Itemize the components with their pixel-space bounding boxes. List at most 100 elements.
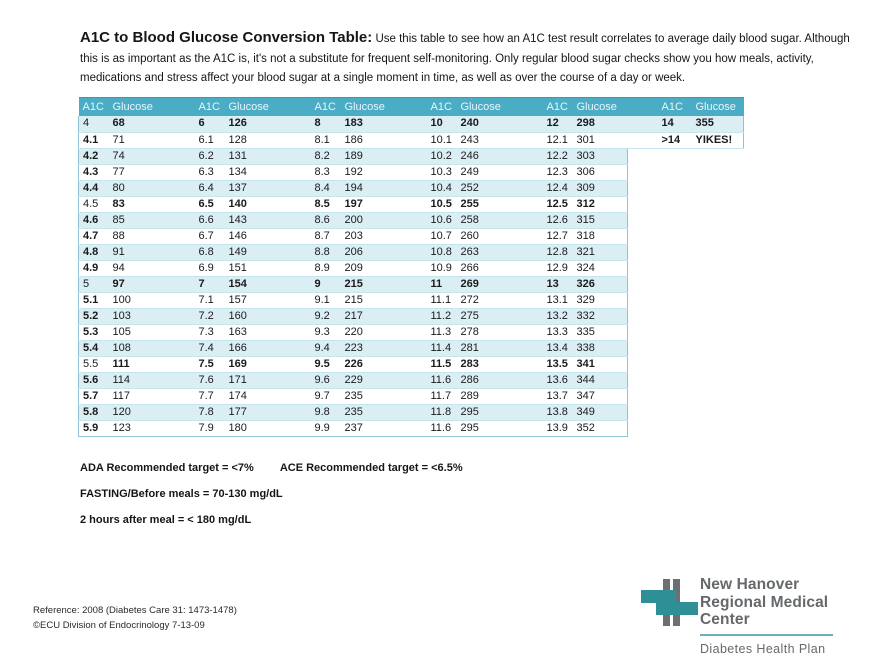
table-cell (692, 404, 744, 420)
table-cell: 80 (108, 180, 195, 197)
table-cell: 7.1 (194, 292, 225, 309)
table-cell: 10.4 (426, 180, 457, 197)
table-cell: 197 (340, 196, 427, 213)
table-cell: 11.1 (426, 292, 457, 309)
table-cell (628, 308, 658, 324)
table-cell: 97 (108, 276, 195, 293)
table-cell (658, 276, 692, 292)
table-cell (628, 292, 658, 308)
table-cell (692, 372, 744, 388)
table-cell: 215 (340, 276, 427, 293)
table-cell: 8.9 (310, 260, 341, 277)
table-cell: 275 (456, 308, 543, 325)
copyright-line: ©ECU Division of Endocrinology 7-13-09 (33, 619, 205, 631)
table-cell: 10 (426, 116, 457, 133)
table-cell: 151 (224, 260, 311, 277)
table-cell: 283 (456, 356, 543, 373)
table-cell: 303 (572, 148, 628, 165)
table-cell: 203 (340, 228, 427, 245)
table-cell: 10.7 (426, 228, 457, 245)
table-cell: 126 (224, 116, 311, 133)
table-cell: 209 (340, 260, 427, 277)
table-cell: 9.5 (310, 356, 341, 373)
table-cell: 266 (456, 260, 543, 277)
table-cell: 174 (224, 388, 311, 405)
table-cell: 12.6 (542, 212, 573, 229)
table-cell: 10.6 (426, 212, 457, 229)
table-cell: 8.2 (310, 148, 341, 165)
table-cell (628, 388, 658, 404)
table-cell: 7.6 (194, 372, 225, 389)
table-cell: 206 (340, 244, 427, 261)
table-cell: 13.8 (542, 404, 573, 421)
table-cell: 108 (108, 340, 195, 357)
table-cell: 6.5 (194, 196, 225, 213)
table-cell: 4.4 (78, 180, 109, 197)
table-cell: 6.2 (194, 148, 225, 165)
table-cell: 347 (572, 388, 628, 405)
table-cell (628, 164, 658, 180)
table-cell (628, 260, 658, 276)
table-header-cell: Glucose (108, 97, 195, 116)
table-cell (627, 132, 658, 149)
table-cell: 83 (108, 196, 195, 213)
table-cell (658, 164, 692, 180)
table-cell: 5.8 (78, 404, 109, 421)
table-cell: 154 (224, 276, 311, 293)
table-cell: 5 (78, 276, 109, 293)
table-head: A1C Glucose A1C Glucose A1C Glucose A1C Glucose… (78, 97, 744, 116)
table-cell: 10.2 (426, 148, 457, 165)
table-cell (628, 196, 658, 212)
table-cell: 7.3 (194, 324, 225, 341)
table-cell: 13.4 (542, 340, 573, 357)
table-cell: 6.7 (194, 228, 225, 245)
table-cell: 223 (340, 340, 427, 357)
table-cell (658, 212, 692, 228)
table-row: 4.6 85 6.6 143 8.6 200 10.6 258 12.6 315 (78, 212, 744, 229)
table-cell: 91 (108, 244, 195, 261)
table-cell: 9.1 (310, 292, 341, 309)
table-cell: 11.6 (426, 420, 457, 437)
table-cell: 85 (108, 212, 195, 229)
targets-line: ADA Recommended target = <7% ACE Recommen… (80, 462, 463, 474)
table-cell (658, 404, 692, 420)
table-cell: 309 (572, 180, 628, 197)
table-cell: 4 (78, 116, 109, 133)
table-row: 4.1 71 6.1 128 8.1 186 10.1 243 12.1 301 >14 YIKES! (78, 132, 744, 149)
table-cell (692, 340, 744, 356)
table-cell: 7.4 (194, 340, 225, 357)
table-row: 5.5 111 7.5 169 9.5 226 11.5 283 13.5 341 (78, 356, 744, 373)
table-cell: 105 (108, 324, 195, 341)
logo-org-line1: New Hanover (700, 576, 800, 593)
table-cell: 4.6 (78, 212, 109, 229)
table-cell: 220 (340, 324, 427, 341)
table-cell (628, 228, 658, 244)
table-row: 4.5 83 6.5 140 8.5 197 10.5 255 12.5 312 (78, 196, 744, 213)
table-cell (692, 324, 744, 340)
table-header-cell: A1C (426, 97, 457, 116)
after-meal-note: 2 hours after meal = < 180 mg/dL (80, 514, 252, 526)
table-cell: 315 (572, 212, 628, 229)
table-row: 4.9 94 6.9 151 8.9 209 10.9 266 12.9 324 (78, 260, 744, 277)
table-cell: 157 (224, 292, 311, 309)
table-cell (692, 276, 744, 292)
table-cell: 312 (572, 196, 628, 213)
table-cell: 13.7 (542, 388, 573, 405)
table-cell: 12.9 (542, 260, 573, 277)
table-cell (658, 244, 692, 260)
table-header-row: A1C Glucose A1C Glucose A1C Glucose A1C Glucose… (78, 97, 744, 116)
table-cell: 12.4 (542, 180, 573, 197)
table-cell: 6.9 (194, 260, 225, 277)
table-cell: 5.9 (78, 420, 109, 437)
table-cell (628, 148, 658, 164)
table-cell: 278 (456, 324, 543, 341)
table-cell: 272 (456, 292, 543, 309)
table-row: 5.6 114 7.6 171 9.6 229 11.6 286 13.6 344 (78, 372, 744, 389)
table-cell: 7 (194, 276, 225, 293)
table-row: 5.8 120 7.8 177 9.8 235 11.8 295 13.8 349 (78, 404, 744, 421)
table-cell: 88 (108, 228, 195, 245)
table-cell: 7.5 (194, 356, 225, 373)
table-cell: 12.2 (542, 148, 573, 165)
table-cell: 6.4 (194, 180, 225, 197)
table-cell: 12.8 (542, 244, 573, 261)
